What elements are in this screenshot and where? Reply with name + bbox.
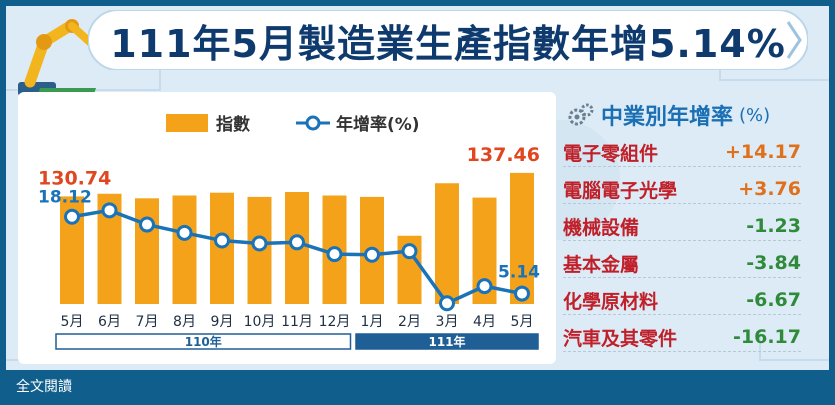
x-tick-label-12: 5月 [511, 314, 534, 330]
industry-value: -1.23 [746, 215, 801, 237]
x-tick-label-9: 2月 [398, 314, 421, 330]
bar-value-label-12: 137.46 [467, 144, 540, 166]
chart: 指數 年增率(%) 130.74 137.46 18.12 5.14 5月 6月 7月 8月… [38, 114, 540, 350]
industry-value: +14.17 [724, 141, 801, 163]
rate-point-8 [364, 246, 380, 263]
legend-bar-label: 指數 [216, 114, 250, 135]
year-group-label-1: 111年 [428, 334, 465, 349]
industry-value: -16.17 [733, 326, 801, 348]
x-tick-label-8: 1月 [361, 314, 384, 330]
x-tick-label-4: 9月 [211, 314, 234, 330]
rate-point-4 [214, 232, 230, 249]
x-tick-label-2: 7月 [136, 314, 159, 330]
industry-row: 電腦電子光學 +3.76 [563, 175, 801, 204]
industry-row: 基本金屬 -3.84 [563, 249, 801, 278]
rate-point-3 [176, 224, 193, 241]
rate-point-2 [139, 216, 155, 233]
industry-name: 電子零組件 [563, 142, 659, 165]
year-group-label-0: 110年 [185, 334, 222, 349]
industry-row: 汽車及其零件 -16.17 [563, 323, 801, 352]
industry-name: 基本金屬 [563, 253, 640, 276]
x-tick-label-0: 5月 [61, 314, 84, 330]
industry-name: 機械設備 [563, 216, 640, 239]
industry-row: 化學原材料 -6.67 [563, 286, 801, 315]
industry-row: 機械設備 -1.23 [563, 212, 801, 241]
full-text-link[interactable]: 全文閱讀 [16, 379, 72, 395]
industry-name: 化學原材料 [563, 290, 659, 313]
industry-value: -3.84 [746, 252, 801, 274]
bar-3 [172, 195, 197, 304]
x-tick-label-3: 8月 [173, 314, 196, 330]
bar-value-label-0: 130.74 [38, 167, 111, 189]
page-title: 111年5月製造業生產指數年增5.14% [110, 21, 786, 66]
industry-title-text: 中業別年增率 [601, 105, 734, 130]
x-tick-label-11: 4月 [473, 314, 496, 330]
rate-point-12 [514, 285, 530, 302]
legend-line-label: 年增率(%) [336, 114, 420, 135]
industry-name: 汽車及其零件 [563, 327, 678, 350]
x-tick-label-6: 11月 [281, 314, 313, 330]
rate-point-7 [326, 246, 343, 263]
legend-bar-swatch [166, 114, 208, 132]
x-tick-label-5: 10月 [244, 314, 276, 330]
rate-value-label-0: 18.12 [38, 188, 92, 208]
rate-point-1 [101, 202, 118, 219]
x-tick-label-10: 3月 [436, 314, 459, 330]
year-group-bar-0 [55, 333, 352, 350]
industry-title: 中業別年增率 (%) [567, 98, 770, 132]
industry-row: 電子零組件 +14.17 [563, 138, 801, 167]
legend-line-marker [305, 115, 321, 131]
x-tick-label-1: 6月 [98, 314, 121, 330]
rate-point-10 [439, 295, 455, 312]
x-tick-label-7: 12月 [319, 314, 351, 330]
gears-icon [568, 103, 594, 126]
rate-point-6 [289, 234, 305, 251]
bar-12 [510, 172, 534, 304]
industry-title-unit: (%) [739, 104, 771, 126]
year-group-bar-1 [355, 333, 539, 350]
industry-value: +3.76 [738, 178, 801, 200]
rate-point-0 [64, 208, 80, 225]
rate-value-label-12: 5.14 [498, 263, 540, 283]
rate-point-11 [476, 278, 493, 295]
title-banner: 111年5月製造業生產指數年增5.14% [88, 10, 808, 70]
rate-point-9 [401, 243, 418, 260]
chart-card: 指數 年增率(%) 130.74 137.46 18.12 5.14 5月 6月 7月 8月… [18, 92, 556, 364]
rate-point-5 [251, 235, 268, 252]
industry-name: 電腦電子光學 [563, 179, 678, 202]
bar-2 [135, 198, 159, 304]
bar-10 [435, 183, 459, 304]
industry-panel: 中業別年增率 (%) 電子零組件 +14.17 電腦電子光學 +3.76 機械設備 -1.… [563, 94, 811, 366]
industry-value: -6.67 [746, 289, 801, 311]
